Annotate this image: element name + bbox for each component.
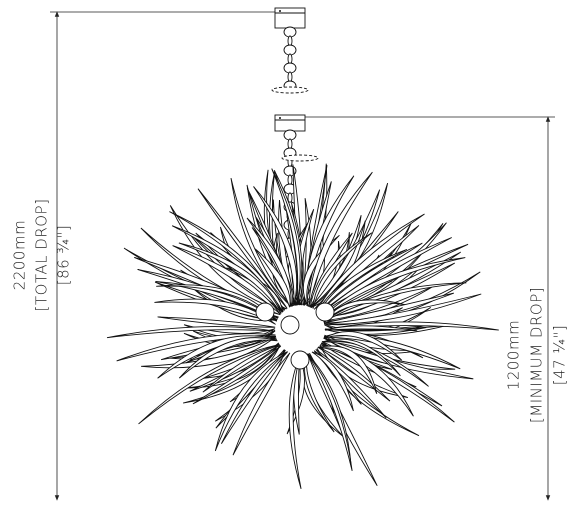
strand	[323, 337, 474, 380]
strand	[271, 168, 301, 306]
strand	[220, 351, 288, 444]
strand	[317, 345, 378, 394]
strand	[156, 284, 277, 322]
strand	[302, 234, 340, 307]
screw	[279, 117, 281, 119]
strand	[178, 337, 278, 379]
strand	[311, 351, 354, 412]
chain-link	[283, 62, 297, 74]
strand	[154, 298, 276, 325]
strand	[202, 344, 281, 393]
chain-link	[287, 53, 293, 65]
strand	[286, 354, 305, 435]
strand	[169, 205, 284, 312]
chain-link	[283, 44, 297, 56]
bulb	[280, 315, 300, 335]
strand	[321, 257, 466, 319]
strand	[155, 280, 278, 321]
chain-link	[287, 35, 293, 47]
imperial: [47 ¼"]	[551, 325, 569, 386]
screw	[279, 10, 281, 12]
strand	[306, 353, 353, 471]
imperial: [86 ¾"]	[55, 225, 73, 286]
label: [MINIMUM DROP]	[528, 287, 546, 423]
strand	[106, 326, 276, 339]
strand	[253, 186, 298, 306]
label: [TOTAL DROP]	[33, 199, 51, 312]
strand	[214, 351, 288, 452]
strand	[312, 232, 373, 309]
right-labels: 1200mm [MINIMUM DROP] [47 ¼"]	[505, 287, 569, 423]
strand	[321, 338, 401, 377]
chain-break	[271, 86, 309, 94]
strand	[178, 242, 282, 314]
measure: 1200mm	[505, 320, 523, 390]
strand	[316, 213, 425, 312]
chain-link	[287, 138, 293, 150]
measure: 2200mm	[11, 220, 29, 290]
strand	[308, 171, 373, 307]
chain-link	[283, 26, 297, 38]
left-labels: 2200mm [TOTAL DROP] [86 ¾"]	[11, 199, 73, 312]
chain-link	[283, 129, 297, 141]
strand	[324, 325, 418, 332]
strand	[323, 331, 403, 361]
strand	[172, 245, 281, 315]
strand	[230, 177, 292, 307]
chain-break	[281, 154, 319, 162]
chandelier	[106, 26, 499, 489]
strand	[288, 354, 302, 489]
strand	[324, 293, 482, 325]
strand	[254, 248, 291, 308]
strand	[192, 345, 282, 405]
strand	[157, 316, 276, 328]
strand	[138, 343, 280, 425]
chain-link	[287, 174, 293, 186]
bulb	[315, 302, 335, 322]
strand	[232, 352, 291, 456]
bulb	[255, 302, 275, 322]
strand	[318, 248, 408, 314]
strand	[304, 353, 335, 433]
chain-link	[287, 71, 293, 83]
bulb	[290, 350, 310, 370]
strand	[317, 346, 391, 402]
